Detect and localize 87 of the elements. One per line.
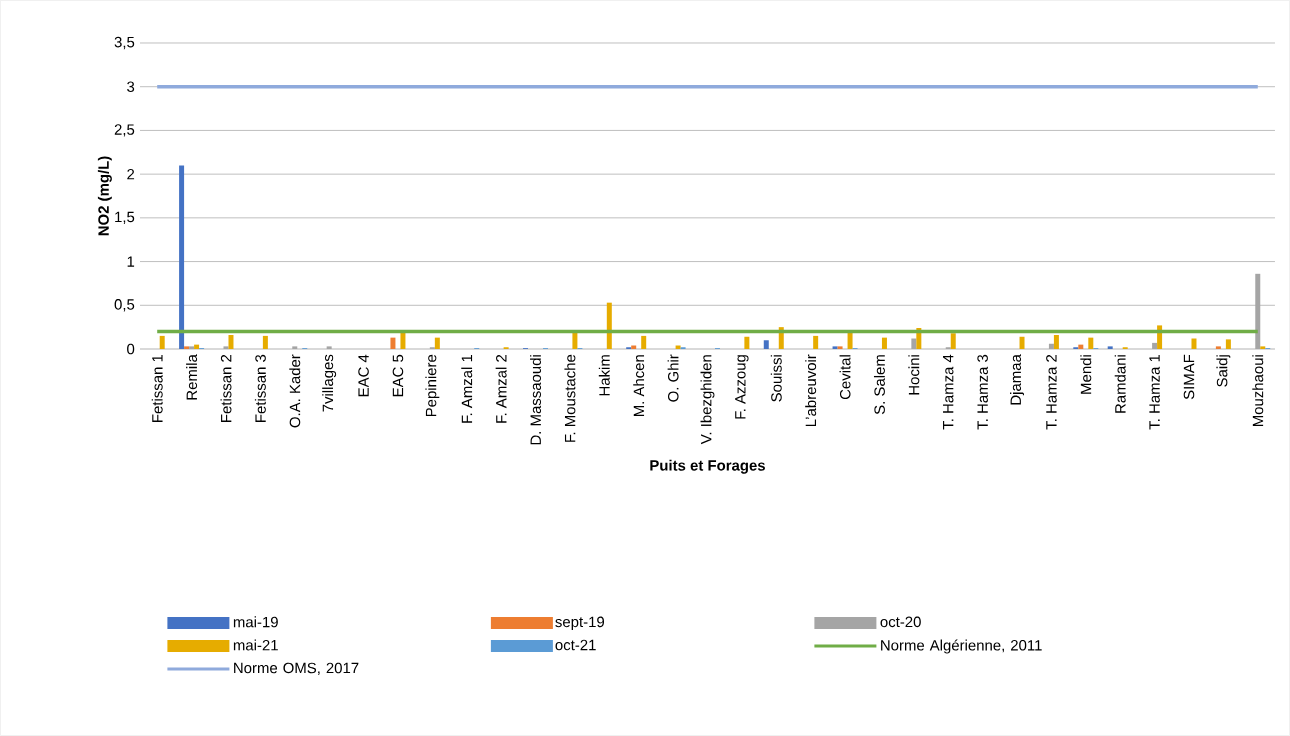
bar (881, 337, 887, 349)
x-tick-label: O.A. Kader (289, 354, 301, 428)
x-tick-label: Ramdani (1114, 355, 1126, 413)
bar (1048, 343, 1054, 349)
bar (194, 344, 200, 349)
x-tick-label: EAC 4 (358, 354, 369, 397)
x-tick-label: Pepiniere (425, 354, 440, 417)
x-tick-label: Mendi (1080, 355, 1092, 394)
y-tick-label: 1 (127, 256, 135, 267)
bar (434, 337, 440, 349)
legend-label: sept-19 (555, 616, 605, 631)
bar (1225, 339, 1231, 349)
bar (1078, 344, 1084, 349)
x-tick-label: S. Salem (873, 355, 885, 415)
x-tick-label: L’abreuvoir (805, 354, 817, 427)
legend-label: oct-20 (880, 616, 921, 628)
x-tick-label: F. Amzal 1 (461, 354, 473, 423)
legend-label: Norme OMS, 2017 (234, 662, 359, 676)
y-tick-label: 3 (127, 81, 135, 92)
y-tick-label: 1,5 (115, 211, 135, 224)
y-tick-label: 0 (127, 343, 135, 355)
bar (950, 333, 956, 349)
x-tick-label: F. Amzal 2 (495, 354, 507, 423)
bar (911, 338, 917, 349)
x-tick-label: SIMAF (1183, 354, 1195, 400)
bar (1191, 338, 1197, 349)
bar (837, 346, 843, 349)
y-tick-label: 2,5 (114, 124, 135, 137)
bar (1053, 335, 1059, 349)
x-tick-label: O. Ghir (667, 354, 679, 402)
x-tick-label: Fetissan 1 (151, 354, 163, 422)
bar (1107, 346, 1113, 349)
bar (763, 340, 769, 349)
bar (223, 346, 229, 349)
x-tick-label: T. Hamza 4 (943, 354, 954, 430)
x-tick-label: Djamaa (1010, 354, 1024, 405)
x-tick-label: T. Hamza 1 (1149, 354, 1160, 430)
x-tick-label: Saidj (1216, 355, 1231, 387)
bar (159, 335, 165, 349)
x-tick-label: 7villages (322, 354, 337, 412)
x-tick-label: Hocini (908, 355, 920, 395)
x-tick-label: Souissi (770, 355, 782, 402)
y-tick-label: 3,5 (114, 36, 135, 50)
bar (292, 346, 298, 349)
x-tick-label: Fetissan 2 (220, 354, 232, 422)
bar (1260, 346, 1266, 349)
bar (1215, 346, 1221, 349)
x-tick-label: F. Azzoug (735, 355, 749, 419)
legend-label: oct-21 (555, 639, 596, 651)
bar (641, 335, 647, 349)
bar (184, 346, 190, 349)
bar (744, 336, 750, 349)
bar (832, 346, 838, 349)
x-tick-label: T. Hamza 2 (1046, 354, 1057, 430)
bar (1255, 273, 1261, 349)
x-tick-label: Hakim (598, 355, 610, 396)
bar (1088, 337, 1094, 349)
bar (606, 302, 612, 349)
bar (326, 346, 332, 349)
x-tick-label: M. Ahcen (633, 355, 645, 417)
bar (400, 332, 406, 349)
legend-label: mai-19 (233, 616, 278, 628)
bar (1019, 336, 1025, 349)
bar (847, 332, 853, 349)
x-tick-label: F. Moustache (564, 354, 576, 442)
x-tick-label: EAC 5 (392, 354, 404, 397)
bar (572, 332, 578, 349)
legend-label: Norme Algérienne, 2011 (881, 639, 1042, 654)
x-tick-label: V. Ibezghiden (700, 355, 715, 445)
bar (179, 165, 185, 349)
x-axis-title: Puits et Forages (650, 459, 765, 474)
bar (262, 335, 268, 349)
x-tick-label: T. Hamza 3 (977, 354, 988, 430)
x-tick-label: Cevital (839, 355, 851, 400)
y-axis-title: NO2 (mg/L) (97, 156, 112, 236)
x-tick-label: D. Massaoudi (530, 355, 541, 445)
legend-label: mai-21 (233, 639, 278, 651)
y-tick-label: 0,5 (114, 299, 135, 312)
bar (1152, 342, 1158, 349)
bar (189, 346, 195, 349)
y-tick-label: 2 (127, 168, 135, 180)
x-tick-label: Mouzhaoui (1252, 355, 1264, 427)
x-tick-label: Fetissan 3 (254, 354, 266, 422)
bar (390, 337, 396, 349)
x-tick-label: Remila (186, 354, 198, 400)
bar (813, 335, 819, 349)
bar (228, 335, 234, 349)
